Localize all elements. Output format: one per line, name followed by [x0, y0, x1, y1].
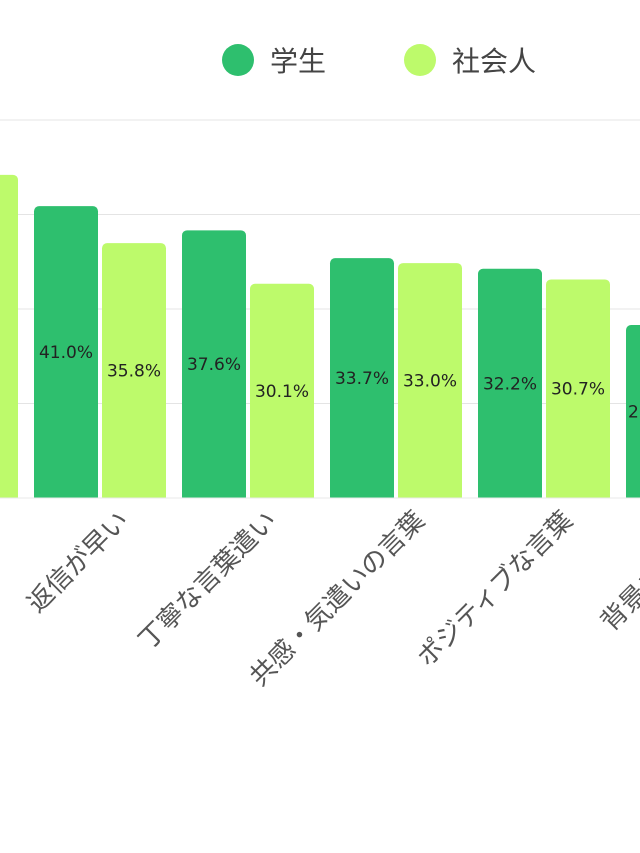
bar-value-label: 35.8%: [107, 362, 161, 382]
bar-value-label: 2: [628, 403, 639, 423]
bar-workers: [102, 243, 166, 503]
bar-value-label: 37.6%: [187, 355, 241, 375]
baseline-mask: [0, 498, 640, 504]
legend-swatch-students: [222, 44, 254, 76]
bar-value-label: 30.7%: [551, 380, 605, 400]
bar-workers: [0, 174, 18, 502]
legend-label-workers: 社会人: [452, 45, 536, 78]
bar-value-label: 41.0%: [39, 343, 93, 363]
bar-value-label: 33.0%: [403, 372, 457, 392]
bar-students: [626, 325, 640, 502]
category-label: ポジティブな言葉: [412, 506, 579, 673]
bar-students: [34, 206, 98, 502]
bar-students: [478, 268, 542, 502]
bar-value-label: 33.7%: [335, 369, 389, 389]
category-label: 丁寧な言葉遣い: [133, 506, 283, 656]
bar-value-label: 30.1%: [255, 382, 309, 402]
bar-workers: [546, 279, 610, 502]
legend: 学生 社会人: [222, 44, 536, 78]
bar-workers: [250, 283, 314, 502]
category-label: 返信が早い: [22, 506, 135, 619]
bar-students: [182, 230, 246, 502]
bar-value-label: 32.2%: [483, 374, 537, 394]
bar-workers: [398, 263, 462, 502]
bar-students: [330, 258, 394, 502]
category-label: 背景や理由の: [595, 506, 640, 638]
legend-swatch-workers: [404, 44, 436, 76]
legend-label-students: 学生: [270, 45, 326, 78]
